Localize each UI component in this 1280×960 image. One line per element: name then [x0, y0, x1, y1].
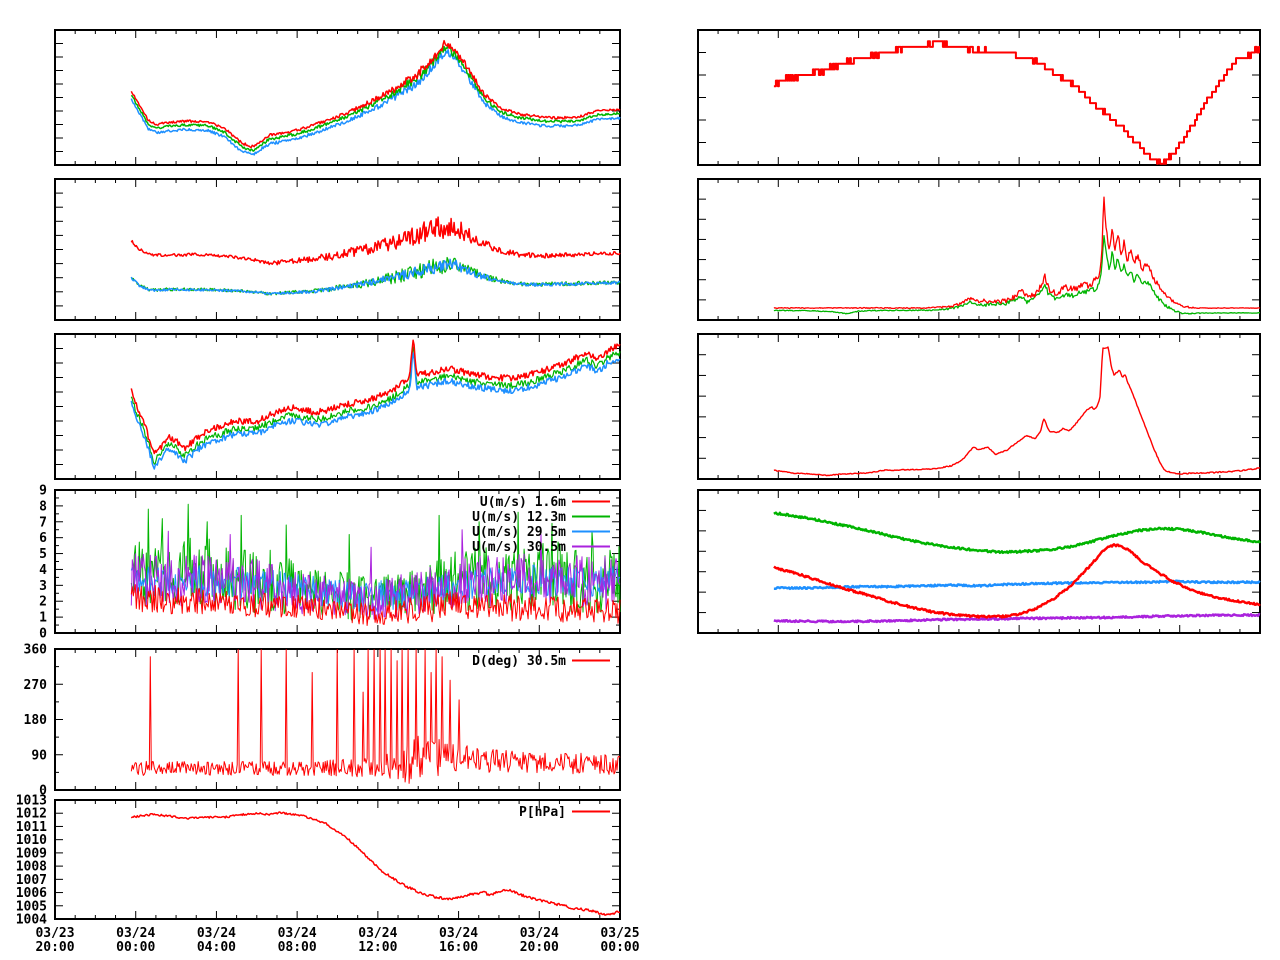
xtick-date-label: 03/24 [520, 926, 559, 941]
panel-left-1-border [54, 29, 621, 166]
panel-right-3 [697, 333, 1261, 480]
axis-ticks [54, 648, 621, 791]
xtick-date-label: 03/23 [35, 926, 74, 941]
panel-pressure-ytick-label: 1004 [16, 913, 47, 928]
panel-right-4-series-purple [773, 613, 1261, 624]
panel-wind-direction-legend: D(deg) 30.5m [472, 654, 610, 669]
legend-label: D(deg) 30.5m [472, 654, 566, 669]
panel-right-4-series-blue [773, 579, 1261, 591]
xtick-date-label: 03/24 [439, 926, 478, 941]
panel-wind-speed-ytick-label: 7 [39, 515, 47, 530]
panel-right-2-series-red [773, 196, 1261, 310]
axis-ticks [697, 333, 1261, 480]
panel-right-3-series-red [773, 346, 1261, 477]
panel-pressure-ytick-label: 1013 [16, 794, 47, 809]
legend-label: U(m/s) 30.5m [472, 540, 566, 555]
panel-wind-speed-ytick-label: 2 [39, 595, 47, 610]
panel-left-1-series-blue [130, 49, 621, 156]
panel-wind-speed-ytick-label: 6 [39, 531, 47, 546]
panel-left-2-series-blue [130, 258, 621, 296]
legend-label: P[hPa] [519, 805, 566, 820]
panel-left-3 [54, 333, 621, 480]
panel-right-4 [697, 489, 1262, 634]
panel-pressure: 1004100510061007100810091010101110121013… [16, 794, 640, 956]
xtick-time-label: 12:00 [358, 940, 397, 955]
panel-pressure-ytick-label: 1005 [16, 899, 47, 914]
panel-right-3-border [697, 333, 1261, 480]
xtick-time-label: 20:00 [35, 940, 74, 955]
xtick-time-label: 08:00 [278, 940, 317, 955]
panel-right-4-series-red [773, 543, 1261, 619]
panel-wind-direction-ytick-label: 270 [24, 678, 48, 693]
panel-pressure-ytick-label: 1008 [16, 860, 47, 875]
axis-ticks [54, 799, 621, 920]
panel-pressure-ytick-label: 1007 [16, 873, 47, 888]
xtick-time-label: 16:00 [439, 940, 478, 955]
xtick-time-label: 00:00 [600, 940, 639, 955]
panel-wind-direction-ytick-label: 360 [24, 643, 48, 658]
axis-ticks [54, 29, 621, 166]
panel-pressure-legend: P[hPa] [519, 805, 610, 820]
panel-wind-speed-ytick-label: 4 [39, 563, 47, 578]
axis-ticks [697, 29, 1261, 166]
axis-ticks [697, 489, 1261, 634]
xtick-time-label: 04:00 [197, 940, 236, 955]
xtick-time-label: 20:00 [520, 940, 559, 955]
panel-left-1-series-red [130, 39, 621, 149]
panel-left-3-series-green [130, 346, 621, 465]
panel-wind-speed-series-purple [130, 529, 621, 620]
panel-wind-direction-series-red [130, 649, 621, 784]
panel-pressure-ytick-label: 1010 [16, 833, 47, 848]
panel-wind-speed-ytick-label: 3 [39, 579, 47, 594]
panel-right-2-series-green [773, 235, 1260, 315]
panel-pressure-series-red [130, 811, 621, 916]
axis-ticks [697, 178, 1261, 321]
xtick-date-label: 03/24 [116, 926, 155, 941]
panel-wind-speed-ytick-label: 1 [39, 611, 47, 626]
panel-right-1-series-red [773, 40, 1260, 165]
panel-right-1 [697, 29, 1261, 166]
panel-left-1 [54, 29, 621, 166]
panel-pressure-ytick-label: 1009 [16, 846, 47, 861]
legend-label: U(m/s) 29.5m [472, 525, 566, 540]
panel-pressure-ytick-label: 1011 [16, 820, 47, 835]
xtick-date-label: 03/25 [600, 926, 639, 941]
panel-left-2 [54, 178, 621, 321]
xtick-date-label: 03/24 [358, 926, 397, 941]
panel-left-3-series-red [130, 339, 621, 455]
panel-pressure-ytick-label: 1006 [16, 886, 47, 901]
panel-right-4-border [697, 489, 1261, 634]
legend-label: U(m/s) 1.6m [480, 495, 566, 510]
panel-wind-speed-ytick-label: 9 [39, 484, 47, 499]
axis-ticks [54, 333, 621, 480]
panel-left-1-series-green [130, 44, 621, 152]
xtick-time-label: 00:00 [116, 940, 155, 955]
panel-pressure-ytick-label: 1012 [16, 807, 47, 822]
panel-wind-speed-ytick-label: 0 [39, 627, 47, 642]
panel-left-3-series-blue [130, 352, 621, 470]
panel-wind-speed-series-red [130, 584, 621, 626]
axis-ticks [54, 178, 621, 321]
panel-right-4-series-green [773, 511, 1262, 555]
panel-right-2-border [697, 178, 1261, 321]
panel-wind-speed-legend: U(m/s) 1.6mU(m/s) 12.3mU(m/s) 29.5mU(m/s… [472, 495, 610, 555]
panel-right-2 [697, 178, 1261, 321]
xtick-date-label: 03/24 [278, 926, 317, 941]
legend-label: U(m/s) 12.3m [472, 510, 566, 525]
panel-wind-direction: 0 90 180 270 360 D(deg) 30.5m [24, 643, 621, 799]
panel-left-2-series-red [130, 216, 621, 266]
panel-wind-direction-ytick-label: 90 [31, 748, 47, 763]
panel-wind-speed-ytick-label: 5 [39, 547, 47, 562]
panel-wind-direction-ytick-label: 180 [24, 713, 48, 728]
panel-wind-direction-ytick-label: 0 [39, 784, 47, 799]
xtick-date-label: 03/24 [197, 926, 236, 941]
panel-wind-speed-ytick-label: 8 [39, 499, 47, 514]
